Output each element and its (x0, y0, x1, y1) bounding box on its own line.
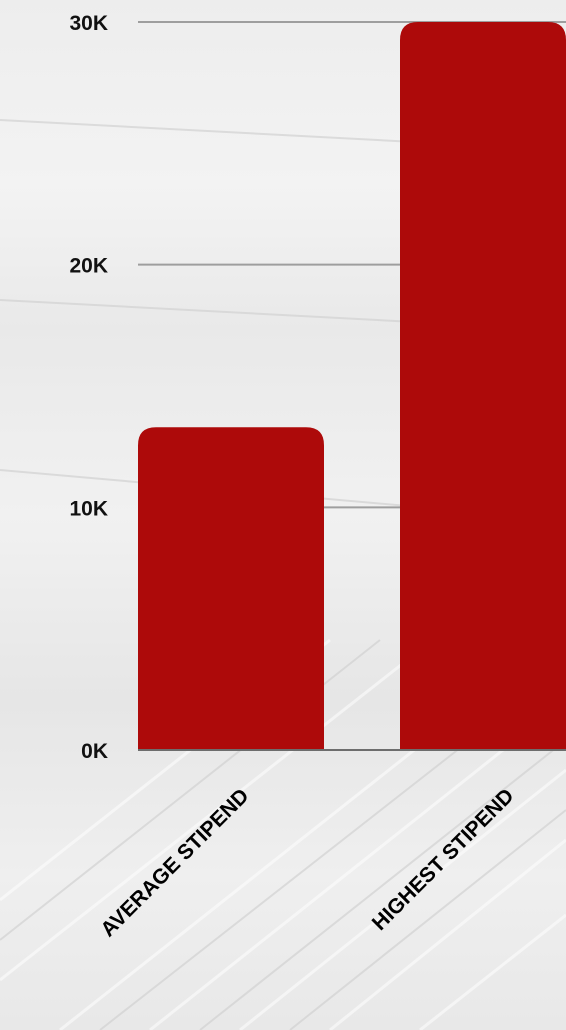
bar-average-stipend (138, 427, 324, 750)
background-pattern (0, 628, 566, 1030)
y-tick-label: 30K (69, 12, 108, 35)
y-tick-label: 0K (81, 740, 108, 763)
x-category-label: HIGHEST STIPEND (368, 784, 519, 935)
x-axis-labels: AVERAGE STIPEND HIGHEST STIPEND (96, 784, 518, 941)
y-tick-label: 10K (69, 497, 108, 520)
bars (138, 22, 566, 750)
bar-highest-stipend (400, 22, 566, 750)
y-axis-ticks: 0K 10K 20K 30K (69, 12, 108, 763)
x-category-label: AVERAGE STIPEND (96, 784, 253, 941)
y-tick-label: 20K (69, 255, 108, 278)
